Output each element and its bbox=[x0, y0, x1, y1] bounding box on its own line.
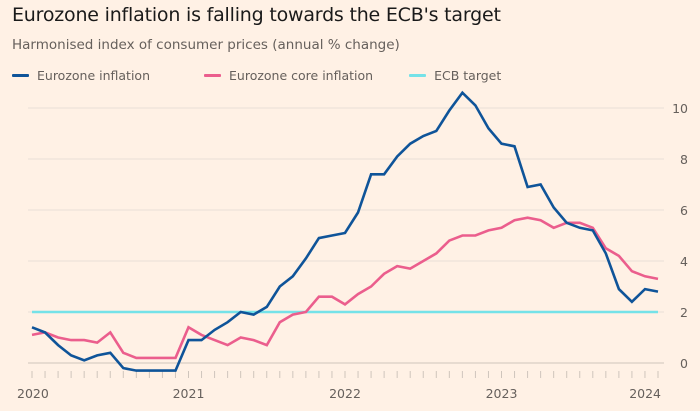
legend-label-inflation: Eurozone inflation bbox=[37, 68, 151, 83]
legend-swatch-core bbox=[204, 74, 222, 77]
y-tick-label: 6 bbox=[680, 203, 688, 218]
y-tick-label: 0 bbox=[680, 356, 688, 371]
x-tick-label: 2021 bbox=[173, 386, 205, 401]
legend: Eurozone inflation Eurozone core inflati… bbox=[12, 68, 529, 83]
y-tick-label: 4 bbox=[680, 254, 688, 269]
series-line-core-inflation bbox=[31, 216, 659, 360]
legend-label-target: ECB target bbox=[434, 68, 502, 83]
legend-item-target: ECB target bbox=[409, 68, 501, 83]
legend-swatch-target bbox=[409, 74, 427, 77]
series-line-eurozone-inflation bbox=[31, 90, 659, 372]
legend-swatch-inflation bbox=[12, 74, 29, 77]
legend-label-core: Eurozone core inflation bbox=[229, 68, 374, 83]
y-tick-label: 2 bbox=[680, 305, 688, 320]
y-tick-label: 10 bbox=[672, 101, 688, 116]
legend-item-inflation: Eurozone inflation bbox=[12, 68, 150, 83]
x-tick-label: 2023 bbox=[486, 386, 518, 401]
x-tick-label: 2024 bbox=[629, 386, 661, 401]
y-tick-label: 8 bbox=[680, 152, 688, 167]
chart-subtitle: Harmonised index of consumer prices (ann… bbox=[12, 37, 400, 53]
x-tick-label: 2020 bbox=[17, 386, 49, 401]
x-tick-label: 2022 bbox=[329, 386, 361, 401]
chart-title: Eurozone inflation is falling towards th… bbox=[12, 4, 501, 26]
legend-item-core: Eurozone core inflation bbox=[204, 68, 373, 83]
